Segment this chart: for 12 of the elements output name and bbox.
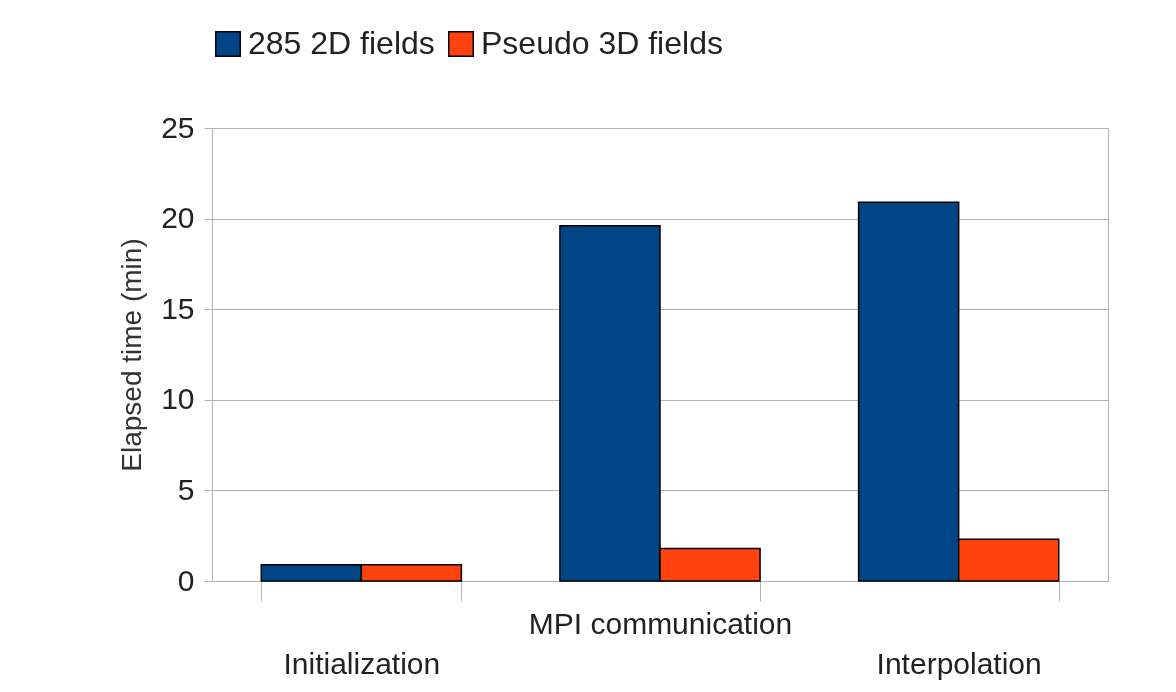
x-tick-label: Interpolation bbox=[876, 646, 1042, 680]
x-tick-label: MPI communication bbox=[528, 606, 793, 640]
y-axis-title: Elapsed time (min) bbox=[116, 238, 148, 472]
y-tick-label: 20 bbox=[161, 201, 195, 235]
y-tick-label: 10 bbox=[161, 382, 195, 416]
y-tick-label: 5 bbox=[177, 472, 195, 506]
y-tick-label: 15 bbox=[161, 291, 195, 325]
x-tick-label: Initialization bbox=[283, 646, 441, 680]
y-tick-label: 0 bbox=[177, 563, 195, 597]
legend-label: 285 2D fields bbox=[248, 25, 435, 61]
y-tick-label: 25 bbox=[161, 110, 195, 144]
legend-label: Pseudo 3D fields bbox=[481, 25, 723, 61]
